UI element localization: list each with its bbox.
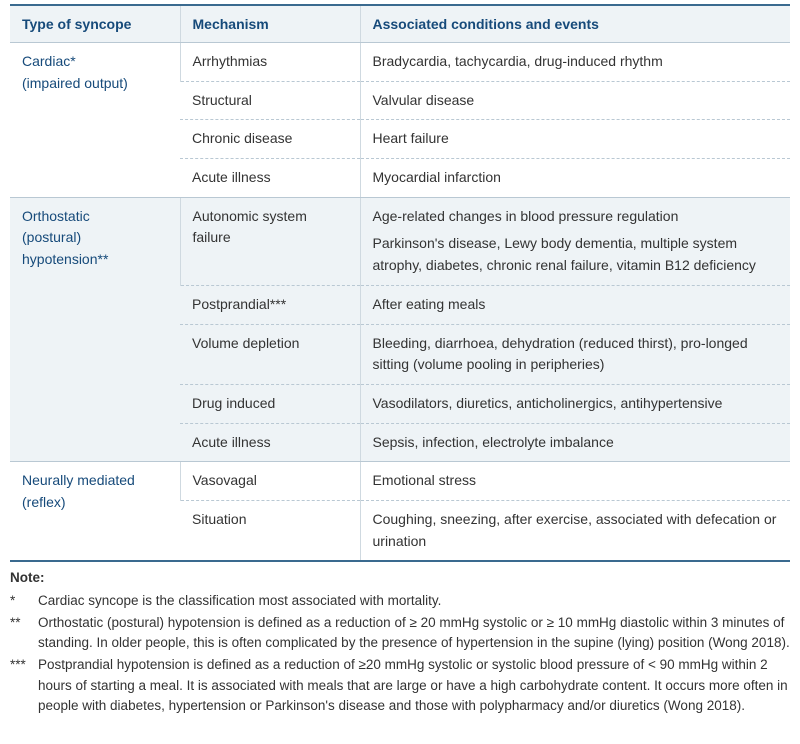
condition-text: Bradycardia, tachycardia, drug-induced r… [373, 51, 779, 73]
col-header-conditions: Associated conditions and events [360, 5, 790, 43]
note-mark: ** [10, 613, 38, 654]
conditions-cell: After eating meals [360, 285, 790, 324]
note-row: **Orthostatic (postural) hypotension is … [10, 613, 790, 654]
condition-text: Bleeding, diarrhoea, dehydration (reduce… [373, 333, 779, 376]
condition-text: Parkinson's disease, Lewy body dementia,… [373, 233, 779, 276]
table-row: Orthostatic(postural)hypotension** Autono… [10, 197, 790, 285]
mechanism-cell: Acute illness [180, 423, 360, 462]
mechanism-cell: Autonomic system failure [180, 197, 360, 285]
mechanism-cell: Vasovagal [180, 462, 360, 501]
col-header-mechanism: Mechanism [180, 5, 360, 43]
note-row: ***Postprandial hypotension is defined a… [10, 655, 790, 716]
conditions-cell: Vasodilators, diuretics, anticholinergic… [360, 384, 790, 423]
conditions-cell: Myocardial infarction [360, 159, 790, 198]
condition-text: Age-related changes in blood pressure re… [373, 206, 779, 228]
type-line: (postural) [22, 227, 168, 249]
note-row: *Cardiac syncope is the classification m… [10, 591, 790, 611]
mechanism-cell: Volume depletion [180, 324, 360, 384]
condition-text: Myocardial infarction [373, 167, 779, 189]
condition-text: Vasodilators, diuretics, anticholinergic… [373, 393, 779, 415]
note-text: Cardiac syncope is the classification mo… [38, 591, 790, 611]
type-line: (impaired output) [22, 73, 168, 95]
table-header-row: Type of syncope Mechanism Associated con… [10, 5, 790, 43]
mechanism-cell: Structural [180, 81, 360, 120]
condition-text: Emotional stress [373, 470, 779, 492]
type-cell: Orthostatic(postural)hypotension** [10, 197, 180, 462]
type-cell: Neurally mediated(reflex) [10, 462, 180, 562]
type-line: Cardiac* [22, 51, 168, 73]
note-mark: *** [10, 655, 38, 716]
mechanism-cell: Postprandial*** [180, 285, 360, 324]
conditions-cell: Heart failure [360, 120, 790, 159]
conditions-cell: Valvular disease [360, 81, 790, 120]
conditions-cell: Bradycardia, tachycardia, drug-induced r… [360, 43, 790, 82]
condition-text: Heart failure [373, 128, 779, 150]
type-line: hypotension** [22, 249, 168, 271]
condition-text: Valvular disease [373, 90, 779, 112]
conditions-cell: Age-related changes in blood pressure re… [360, 197, 790, 285]
mechanism-cell: Acute illness [180, 159, 360, 198]
mechanism-cell: Arrhythmias [180, 43, 360, 82]
note-text: Postprandial hypotension is defined as a… [38, 655, 790, 716]
note-mark: * [10, 591, 38, 611]
condition-text: Sepsis, infection, electrolyte imbalance [373, 432, 779, 454]
type-line: (reflex) [22, 492, 168, 514]
table-row: Neurally mediated(reflex)VasovagalEmotio… [10, 462, 790, 501]
conditions-cell: Sepsis, infection, electrolyte imbalance [360, 423, 790, 462]
mechanism-cell: Drug induced [180, 384, 360, 423]
table-row: Cardiac*(impaired output)ArrhythmiasBrad… [10, 43, 790, 82]
conditions-cell: Bleeding, diarrhoea, dehydration (reduce… [360, 324, 790, 384]
notes-label: Note: [10, 568, 790, 588]
syncope-table: Type of syncope Mechanism Associated con… [10, 4, 790, 562]
mechanism-cell: Situation [180, 500, 360, 561]
col-header-type: Type of syncope [10, 5, 180, 43]
conditions-cell: Emotional stress [360, 462, 790, 501]
mechanism-cell: Chronic disease [180, 120, 360, 159]
type-line: Neurally mediated [22, 470, 168, 492]
notes-section: Note: *Cardiac syncope is the classifica… [10, 568, 790, 716]
type-cell: Cardiac*(impaired output) [10, 43, 180, 198]
condition-text: After eating meals [373, 294, 779, 316]
note-text: Orthostatic (postural) hypotension is de… [38, 613, 790, 654]
condition-text: Coughing, sneezing, after exercise, asso… [373, 509, 779, 552]
conditions-cell: Coughing, sneezing, after exercise, asso… [360, 500, 790, 561]
type-line: Orthostatic [22, 206, 168, 228]
